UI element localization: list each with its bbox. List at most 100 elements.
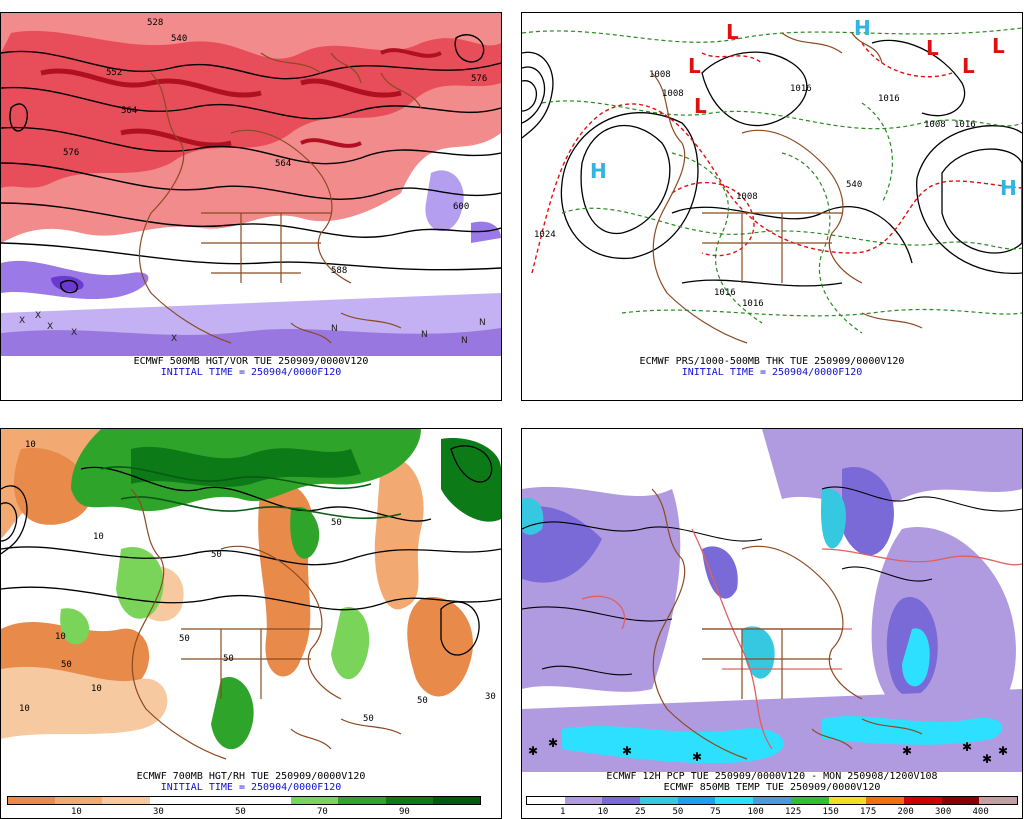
panel-initial-time: INITIAL TIME = 250904/0000F120 bbox=[160, 782, 342, 793]
colorbar-tick-label: 150 bbox=[822, 807, 839, 817]
svg-text:N: N bbox=[461, 336, 468, 346]
rh-label: 10 bbox=[25, 440, 36, 450]
colorbar-swatch bbox=[790, 797, 829, 804]
rh-labels: 10 50 10 50 50 10 50 50 10 50 30 10 50 bbox=[19, 440, 496, 724]
colorbar-tick-label: 70 bbox=[317, 807, 328, 817]
svg-text:X: X bbox=[19, 316, 25, 326]
contour-label: 564 bbox=[121, 106, 137, 116]
rh-label: 10 bbox=[19, 704, 30, 714]
colorbar-tick-label: 10 bbox=[597, 807, 609, 817]
contour-label: 600 bbox=[453, 202, 469, 212]
rh-colorbar bbox=[7, 796, 481, 805]
contour-label: 576 bbox=[471, 74, 487, 84]
colorbar-swatch bbox=[102, 797, 150, 804]
svg-text:✱: ✱ bbox=[622, 744, 632, 758]
contour-label: 552 bbox=[106, 68, 122, 78]
colorbar-swatch bbox=[527, 797, 565, 804]
svg-text:X: X bbox=[35, 311, 41, 321]
contour-label: 576 bbox=[63, 148, 79, 158]
rh-label: 50 bbox=[61, 660, 72, 670]
isobar-label: 1016 bbox=[954, 120, 976, 130]
svg-text:✱: ✱ bbox=[962, 740, 972, 754]
colorbar-swatch bbox=[640, 797, 678, 804]
panel-caption: ECMWF 12H PCP TUE 250909/0000V120 - MON … bbox=[606, 771, 938, 782]
colorbar-swatch bbox=[753, 797, 791, 804]
map-prs-thk: L L L L L L H H H 1008 1008 1016 1024 10… bbox=[522, 13, 1022, 356]
colorbar-swatch bbox=[385, 797, 433, 804]
svg-text:✱: ✱ bbox=[998, 744, 1008, 758]
rh-label: 50 bbox=[363, 714, 374, 724]
panel-prs-thickness: L L L L L L H H H 1008 1008 1016 1024 10… bbox=[521, 12, 1023, 401]
contour-label: 528 bbox=[147, 18, 163, 28]
isobar-label: 1016 bbox=[742, 299, 764, 309]
isobar-label: 1016 bbox=[714, 288, 736, 298]
low-center: L bbox=[926, 36, 939, 60]
isobar-labels: 1008 1008 1016 1024 1016 1008 1016 1016 … bbox=[534, 70, 976, 309]
svg-text:X: X bbox=[47, 322, 53, 332]
colorbar-swatch bbox=[196, 797, 245, 804]
panel-caption: ECMWF 500MB HGT/VOR TUE 250909/0000V120 bbox=[133, 356, 369, 367]
colorbar-tick-label: 1 bbox=[560, 807, 566, 817]
panel-caption: ECMWF PRS/1000-500MB THK TUE 250909/0000… bbox=[639, 356, 905, 367]
colorbar-tick-label: 125 bbox=[785, 807, 802, 817]
colorbar-tick-label: 300 bbox=[935, 807, 952, 817]
colorbar-swatch bbox=[432, 797, 481, 804]
panel-initial-time: INITIAL TIME = 250904/0000F120 bbox=[160, 367, 342, 378]
rh-label: 30 bbox=[485, 692, 496, 702]
high-center: H bbox=[854, 16, 871, 40]
colorbar-tick-label: 25 bbox=[635, 807, 646, 817]
colorbar-swatch bbox=[941, 797, 980, 804]
rh-label: 50 bbox=[211, 550, 222, 560]
svg-text:N: N bbox=[331, 324, 338, 334]
rh-label: 10 bbox=[91, 684, 102, 694]
panel-pcp-850temp: ✱ ✱ ✱ ✱ ✱ ✱ ✱ ✱ ECMWF 12H PCP TUE 250909/0000… bbox=[521, 428, 1023, 819]
colorbar-swatch bbox=[903, 797, 942, 804]
svg-text:✱: ✱ bbox=[902, 744, 912, 758]
colorbar-swatch bbox=[979, 797, 1017, 804]
colorbar-swatch bbox=[677, 797, 716, 804]
colorbar-tick-label: 100 bbox=[747, 807, 764, 817]
svg-text:X: X bbox=[71, 328, 77, 338]
colorbar-tick-label: 50 bbox=[672, 807, 684, 817]
low-center: L bbox=[688, 54, 701, 78]
colorbar-tick-label: 400 bbox=[972, 807, 989, 817]
rh-label: 50 bbox=[331, 518, 342, 528]
colorbar-swatch bbox=[291, 797, 339, 804]
low-center: L bbox=[726, 20, 739, 44]
panel-initial-time: INITIAL TIME = 250904/0000F120 bbox=[681, 367, 863, 378]
svg-text:✱: ✱ bbox=[982, 752, 992, 766]
isobar-label: 1008 bbox=[662, 89, 684, 99]
isobar-label: 540 bbox=[846, 180, 862, 190]
svg-text:X: X bbox=[171, 334, 177, 344]
colorbar-tick-label: 10 bbox=[71, 807, 82, 817]
colorbar-swatch bbox=[564, 797, 603, 804]
map-500mb: 528 540 552 564 576 588 576 564 600 X XX … bbox=[1, 13, 501, 356]
isobar-label: 1008 bbox=[649, 70, 671, 80]
isobar-label: 1024 bbox=[534, 230, 556, 240]
precip-colorbar bbox=[526, 796, 1018, 805]
colorbar-tick-label: 75 bbox=[710, 807, 721, 817]
colorbar-swatch bbox=[338, 797, 386, 804]
colorbar-tick-label: 175 bbox=[860, 807, 877, 817]
colorbar-tick-label: 50 bbox=[235, 807, 246, 817]
low-center: L bbox=[694, 94, 707, 118]
colorbar-swatch bbox=[8, 797, 56, 804]
svg-text:✱: ✱ bbox=[692, 750, 702, 764]
colorbar-tick-label: 30 bbox=[153, 807, 164, 817]
svg-text:✱: ✱ bbox=[548, 736, 558, 750]
low-center: L bbox=[962, 54, 975, 78]
svg-text:✱: ✱ bbox=[528, 744, 538, 758]
isobar-label: 1008 bbox=[736, 192, 758, 202]
panel-700mb-hgt-rh: 10 50 10 50 50 10 50 50 10 50 30 10 50 E… bbox=[0, 428, 502, 819]
high-center: H bbox=[590, 159, 607, 183]
isobar-label: 1016 bbox=[790, 84, 812, 94]
pressure-centers: L L L L L L H H H bbox=[590, 16, 1017, 200]
contour-labels: 528 540 552 564 576 588 576 564 600 bbox=[63, 18, 487, 276]
colorbar-swatch bbox=[244, 797, 292, 804]
svg-text:N: N bbox=[479, 318, 486, 328]
rh-label: 50 bbox=[179, 634, 190, 644]
colorbar-swatch bbox=[828, 797, 867, 804]
colorbar-swatch bbox=[715, 797, 754, 804]
rh-label: 50 bbox=[417, 696, 428, 706]
